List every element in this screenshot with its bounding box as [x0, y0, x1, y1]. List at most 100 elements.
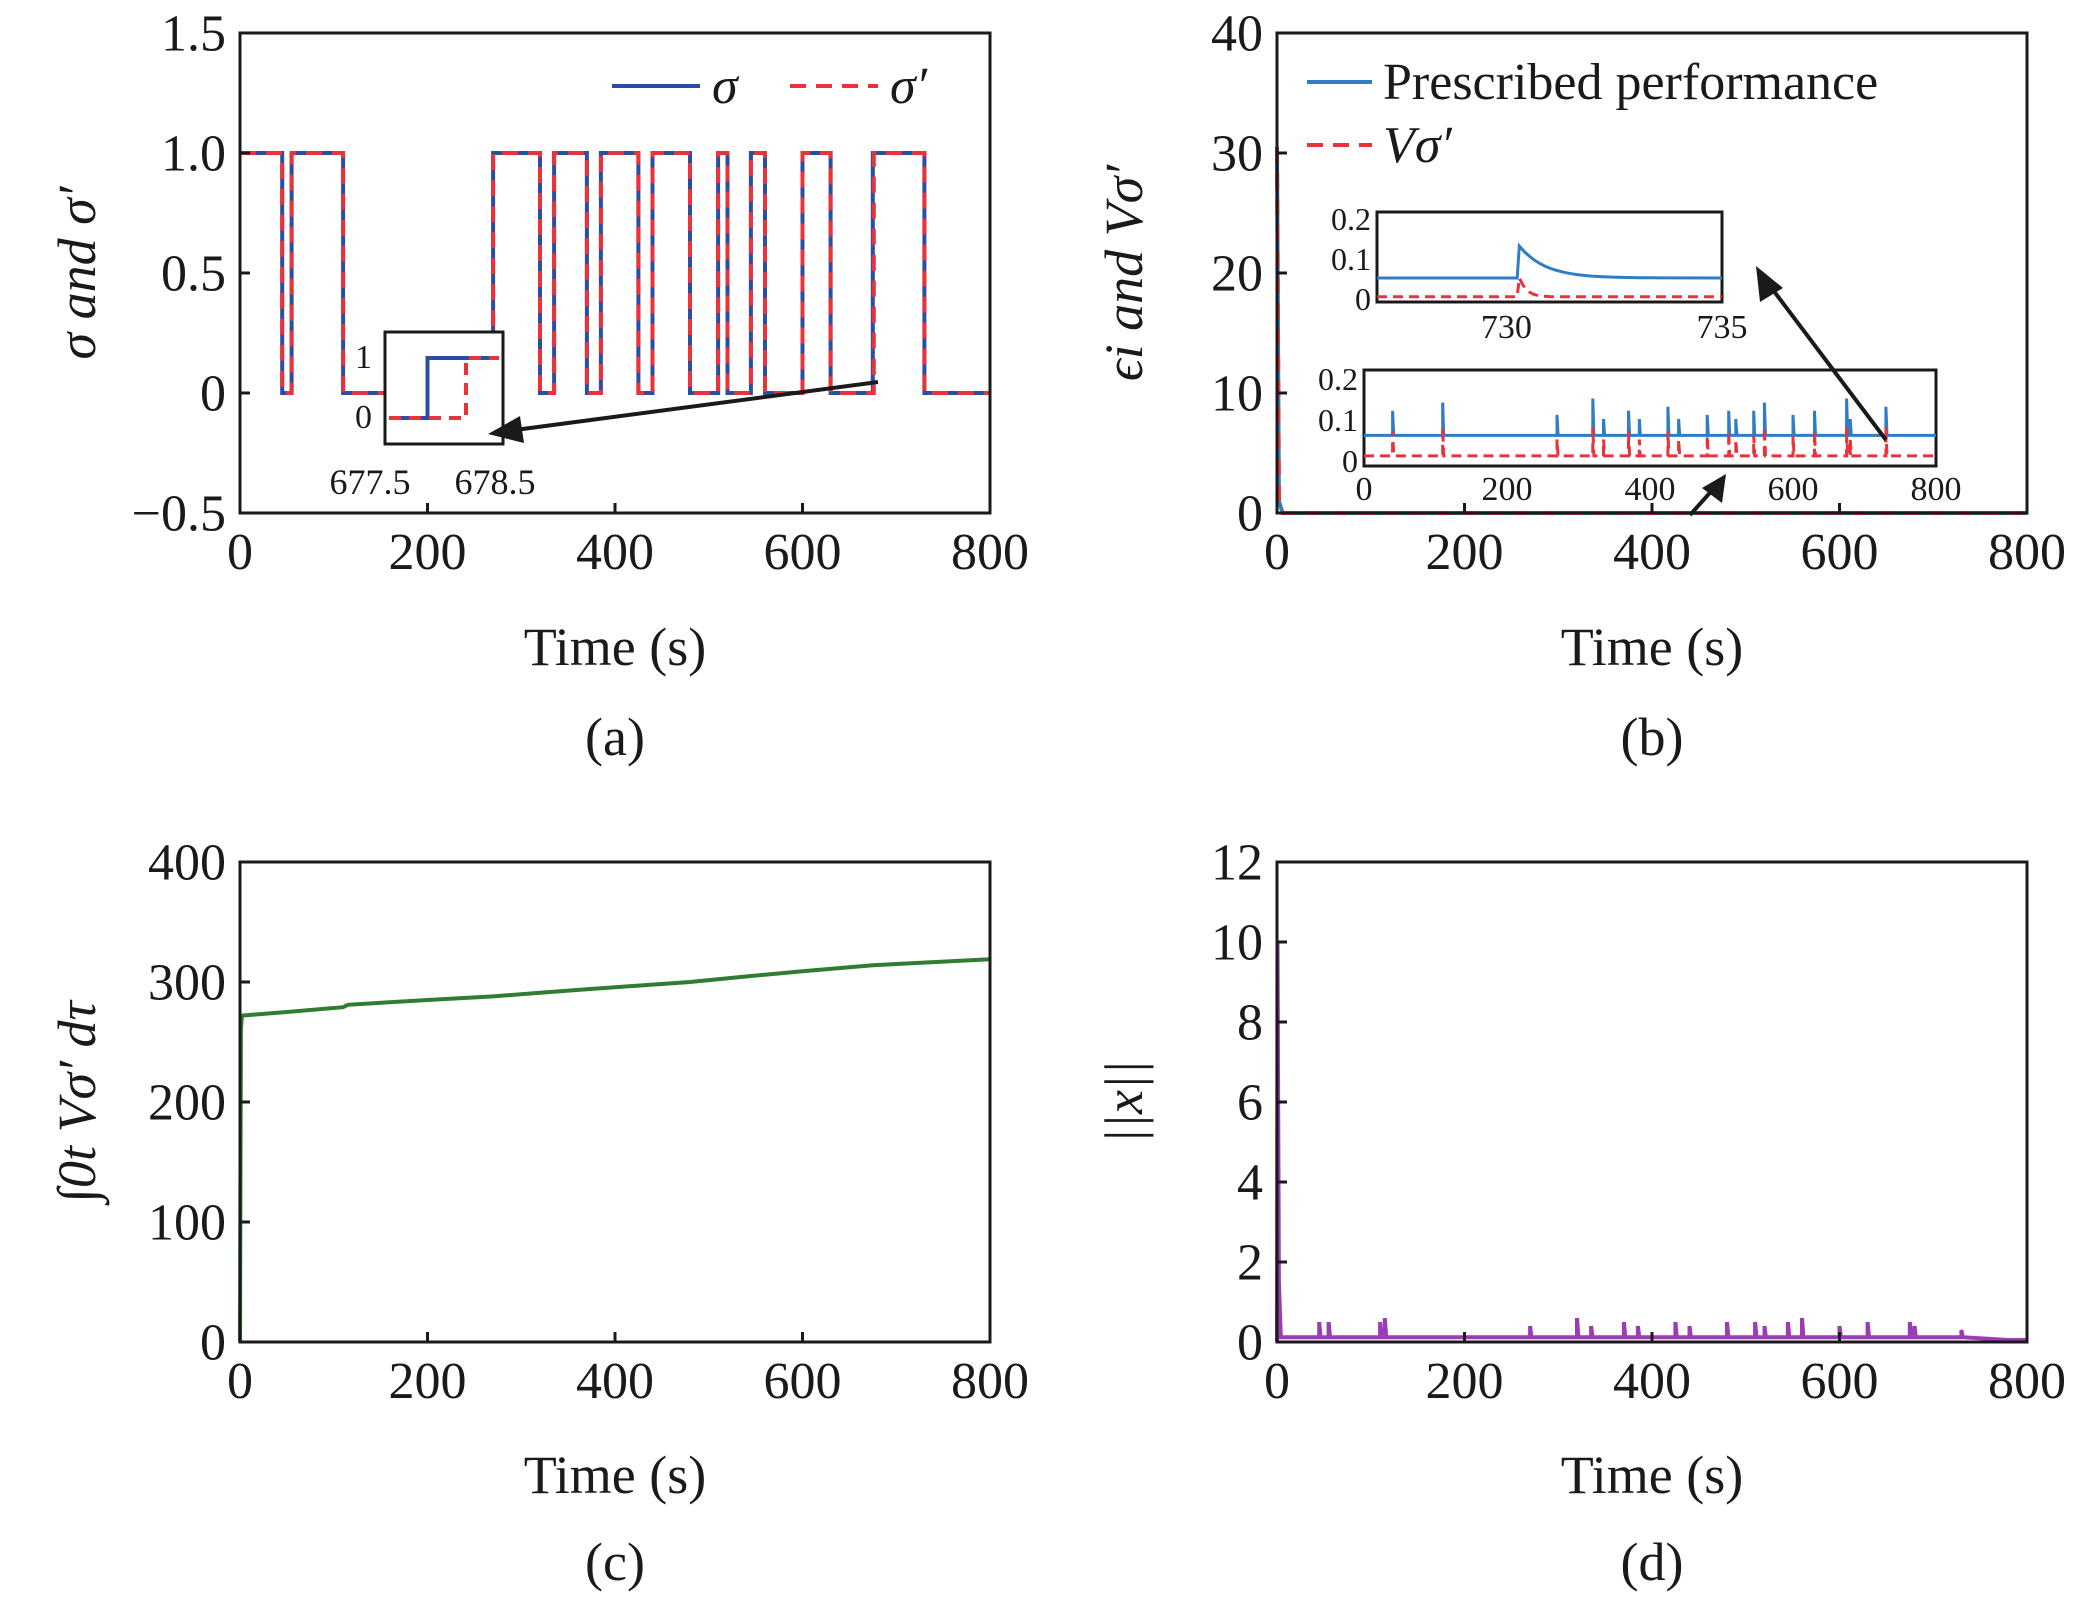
panel-c: 400 300 200 100 0 0 200 400 600 800 Time (s) ∫0t… — [47, 835, 1029, 1592]
xtick-label: 200 — [1426, 1353, 1504, 1410]
xtick-label: 0 — [227, 524, 253, 581]
panel-d-ylabel: ||x|| — [1094, 1060, 1154, 1143]
legend-sigma-label: σ — [712, 58, 740, 115]
ytick-label: 0.5 — [161, 246, 226, 303]
panel-a: σ σ′ 1 0 677.5 678.5 1.51.00.50−0.5 0 200… — [47, 6, 1029, 767]
panel-a-inset-plot — [389, 356, 499, 420]
xtick-label: 200 — [389, 1353, 467, 1410]
panel-b-inset-bottom-xticks: 0 200 400 600 800 — [1356, 471, 1962, 508]
panel-a-legend: σ σ′ — [612, 58, 929, 115]
ytick-label: 0 — [200, 366, 226, 423]
panel-a-series-sigma-prime — [240, 151, 990, 395]
panel-d-plot — [1275, 941, 2027, 1343]
panel-b-arrow-bottom — [1688, 474, 1726, 517]
xtick-label: 400 — [1613, 524, 1691, 581]
panel-a-caption: (a) — [585, 707, 645, 767]
ytick-label: 0 — [200, 1315, 226, 1372]
panel-a-plot — [240, 151, 990, 395]
panel-a-yticks: 1.5 1.0 0.5 0 −0.5 — [132, 6, 250, 543]
panel-b-inset-bottom-v — [1364, 427, 1936, 458]
xtick-label: 800 — [1988, 1353, 2066, 1410]
ytick-label: 20 — [1211, 246, 1263, 303]
legend-v-label: Vσ′ — [1383, 117, 1453, 174]
panel-b-inset-top-yticks: 0.2 0.1 0 — [1331, 201, 1371, 317]
panel-c-yticks: 400 300 200 100 0 — [148, 835, 250, 1372]
inset-bottom-xtick: 200 — [1482, 471, 1533, 508]
panel-b-ylabel: ϵi and Vσ′ — [1094, 164, 1154, 381]
ytick-label: 6 — [1237, 1075, 1263, 1132]
legend-sigma-prime-label: σ′ — [890, 58, 929, 115]
ytick-label: −0.5 — [132, 486, 226, 543]
panel-c-plot — [238, 957, 991, 1343]
ytick-label: 1.5 — [161, 6, 226, 63]
panel-b-inset-bottom-pp — [1364, 398, 1936, 437]
inset-bottom-xtick: 600 — [1768, 471, 1819, 508]
xtick-label: 0 — [1264, 1353, 1290, 1410]
inset-bottom-xtick: 400 — [1625, 471, 1676, 508]
panel-b-inset-top-plot — [1377, 242, 1723, 299]
panel-d-xticks: 0 200 400 600 800 — [1264, 1332, 2066, 1410]
xtick-label: 600 — [1801, 524, 1879, 581]
legend-pp-label: Prescribed performance — [1383, 54, 1878, 111]
inset-top-xtick: 730 — [1481, 309, 1532, 346]
xtick-label: 400 — [1613, 1353, 1691, 1410]
ytick-label: 2 — [1237, 1235, 1263, 1292]
inset-top-xtick: 735 — [1697, 309, 1748, 346]
ytick-label: 10 — [1211, 366, 1263, 423]
panel-b-xticks: 0 200 400 600 800 — [1264, 503, 2066, 581]
ytick-label: 300 — [148, 955, 226, 1012]
panel-c-frame — [238, 860, 992, 1344]
xtick-label: 600 — [1801, 1353, 1879, 1410]
panel-a-inset-xtick-1: 678.5 — [455, 462, 536, 502]
xtick-label: 800 — [1988, 524, 2066, 581]
panel-c-series-integral — [238, 957, 991, 1343]
panel-b-inset-top: 0.2 0.1 0 730 735 — [1331, 201, 1748, 346]
panel-b-inset-bottom: 0.2 0.1 0 0 200 400 600 800 — [1318, 361, 1962, 508]
panel-d: 12 10 8 6 4 2 0 0 200 400 600 800 Time (s) ||x|| (… — [1094, 835, 2066, 1592]
panel-d-frame — [1275, 860, 2029, 1344]
panel-b-caption: (b) — [1621, 707, 1684, 767]
inset-top-ytick: 0.1 — [1331, 241, 1371, 277]
panel-b-inset-top-frame — [1375, 210, 1724, 304]
panel-a-inset-sigma-prime — [389, 356, 499, 420]
inset-bottom-xtick: 800 — [1911, 471, 1962, 508]
panel-c-ylabel: ∫0t Vσ′ dτ — [47, 1000, 110, 1206]
xtick-label: 400 — [576, 1353, 654, 1410]
xtick-label: 600 — [764, 524, 842, 581]
panel-b-inset-bottom-plot — [1364, 398, 1936, 458]
inset-bottom-ytick: 0.2 — [1318, 361, 1358, 397]
panel-a-xticks: 0 200 400 600 800 — [227, 503, 1029, 581]
xtick-label: 200 — [389, 524, 467, 581]
panel-a-inset-xtick-0: 677.5 — [330, 462, 411, 502]
panel-b-inset-top-v — [1377, 272, 1723, 299]
panel-d-series-norm-x — [1275, 941, 2027, 1343]
panel-a-ylabel: σ and σ′ — [47, 185, 107, 359]
inset-bottom-ytick: 0 — [1342, 443, 1358, 479]
ytick-label: 200 — [148, 1075, 226, 1132]
xtick-label: 0 — [1264, 524, 1290, 581]
panel-a-inset: 1 0 677.5 678.5 — [330, 330, 536, 502]
inset-top-ytick: 0.2 — [1331, 201, 1371, 237]
ytick-label: 400 — [148, 835, 226, 892]
panel-c-xlabel: Time (s) — [524, 1445, 707, 1505]
ytick-label: 40 — [1211, 6, 1263, 63]
panel-b-xlabel: Time (s) — [1561, 617, 1744, 677]
xtick-label: 400 — [576, 524, 654, 581]
panel-b-ylabel-text: ϵi and Vσ′ — [1094, 164, 1154, 381]
ytick-label: 8 — [1237, 995, 1263, 1052]
ytick-label: 0 — [1237, 1315, 1263, 1372]
panel-b: Prescribed performance Vσ′ 0.20.10 730 73… — [1094, 6, 2066, 767]
ytick-label: 4 — [1237, 1155, 1263, 1212]
xtick-label: 600 — [764, 1353, 842, 1410]
panel-b-inset-bottom-frame — [1362, 368, 1938, 468]
panel-a-inset-ytick-1: 1 — [355, 339, 372, 376]
xtick-label: 800 — [951, 524, 1029, 581]
panel-c-xticks: 0 200 400 600 800 — [227, 1332, 1029, 1410]
panel-d-yticks: 12 10 8 6 4 2 0 — [1211, 835, 1287, 1372]
panel-b-legend: Prescribed performance Vσ′ — [1307, 54, 1878, 174]
inset-bottom-ytick: 0.1 — [1318, 402, 1358, 438]
xtick-label: 800 — [951, 1353, 1029, 1410]
panel-b-arrow-top — [1756, 266, 1888, 442]
ytick-label: 10 — [1211, 915, 1263, 972]
